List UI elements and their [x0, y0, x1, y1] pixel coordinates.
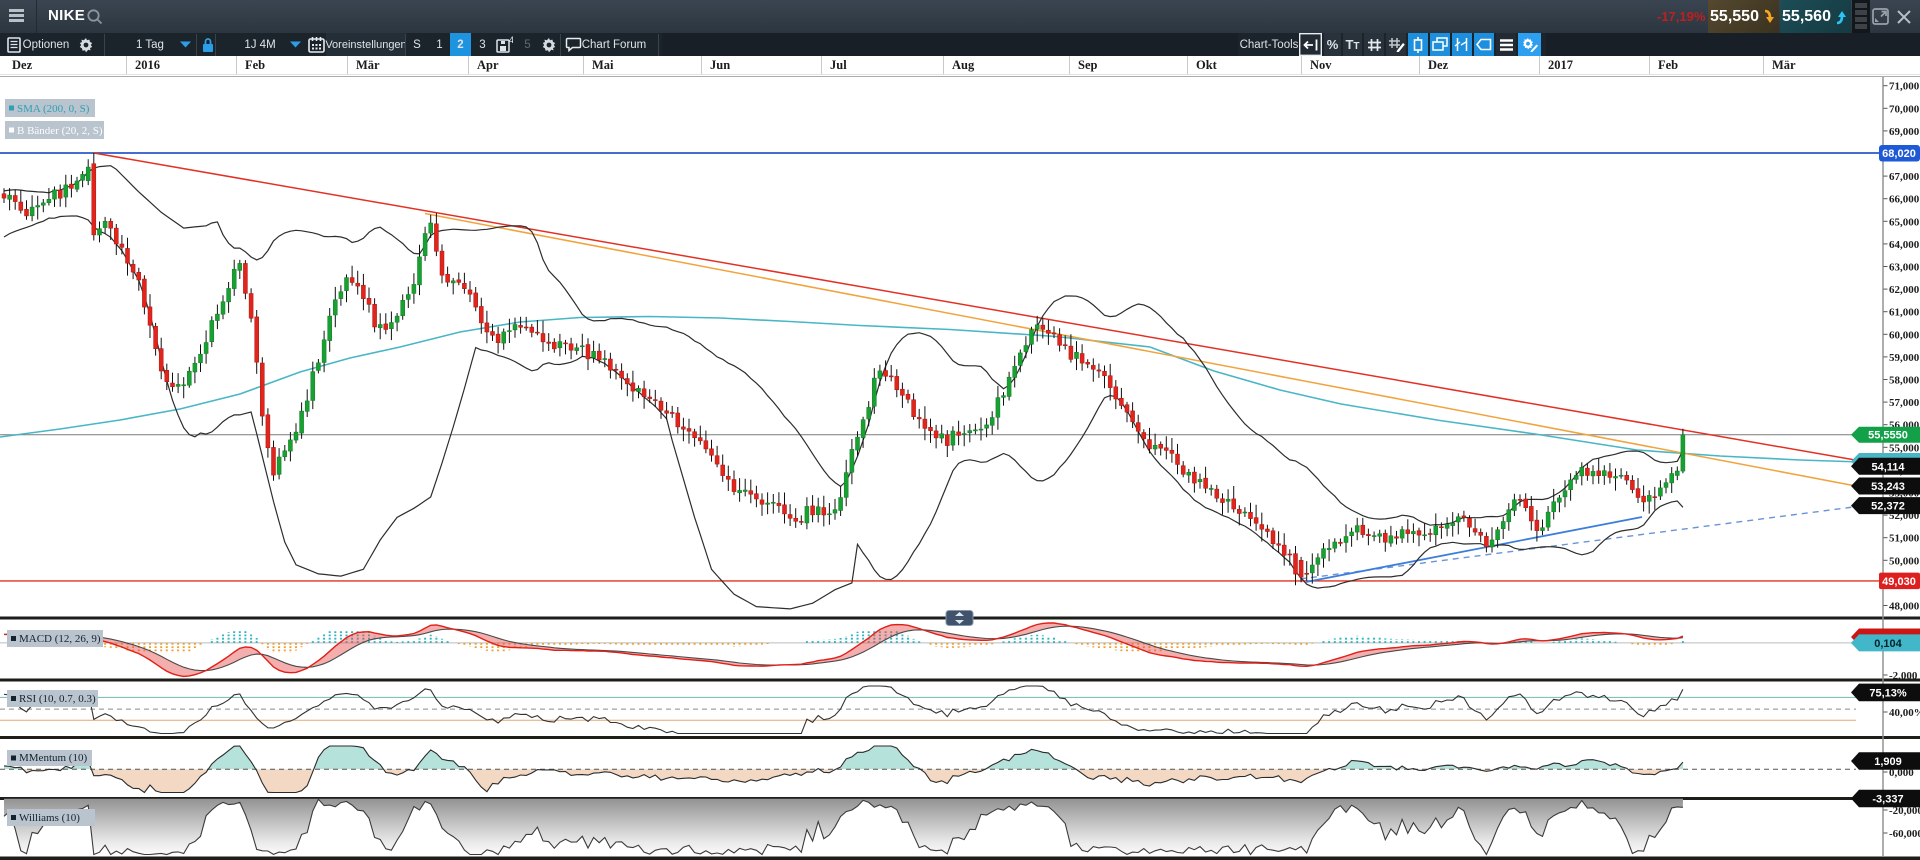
svg-text:66,000: 66,000	[1889, 194, 1920, 206]
svg-text:57,000: 57,000	[1889, 397, 1920, 409]
svg-text:52,372: 52,372	[1871, 501, 1905, 513]
svg-text:69,000: 69,000	[1889, 126, 1920, 138]
svg-text:60,000: 60,000	[1889, 329, 1920, 341]
svg-text:1,909: 1,909	[1874, 756, 1902, 768]
svg-text:RSI (10, 0.7, 0.3): RSI (10, 0.7, 0.3)	[19, 693, 96, 705]
svg-text:MMentum (10): MMentum (10)	[19, 752, 87, 764]
svg-text:55,5550: 55,5550	[1868, 430, 1908, 442]
svg-text:53,243: 53,243	[1871, 481, 1905, 493]
svg-text:0,000: 0,000	[1889, 767, 1914, 779]
svg-text:50,000: 50,000	[1889, 555, 1920, 567]
svg-text:63,000: 63,000	[1889, 262, 1920, 274]
svg-text:49,030: 49,030	[1882, 576, 1916, 588]
svg-text:61,000: 61,000	[1889, 307, 1920, 319]
svg-text:75,13%: 75,13%	[1869, 687, 1907, 699]
svg-text:4: 4	[509, 36, 513, 45]
svg-text:64,000: 64,000	[1889, 239, 1920, 251]
svg-text:B Bänder (20, 2, S): B Bänder (20, 2, S)	[17, 125, 103, 137]
svg-text:55,000: 55,000	[1889, 442, 1920, 454]
svg-text:-20,000: -20,000	[1889, 805, 1920, 817]
svg-text:0,104: 0,104	[1874, 638, 1902, 650]
svg-text:62,000: 62,000	[1889, 284, 1920, 296]
svg-text:59,000: 59,000	[1889, 352, 1920, 364]
svg-text:68,020: 68,020	[1882, 148, 1916, 160]
svg-text:-3,337: -3,337	[1872, 794, 1903, 806]
svg-text:48,000: 48,000	[1889, 601, 1920, 613]
svg-text:40,00%: 40,00%	[1889, 707, 1920, 719]
svg-text:65,000: 65,000	[1889, 216, 1920, 228]
svg-text:-60,000: -60,000	[1889, 828, 1920, 840]
svg-text:67,000: 67,000	[1889, 171, 1920, 183]
svg-text:54,114: 54,114	[1871, 461, 1905, 473]
svg-text:MACD (12, 26, 9): MACD (12, 26, 9)	[19, 633, 101, 645]
svg-text:Williams (10): Williams (10)	[19, 812, 80, 824]
svg-text:51,000: 51,000	[1889, 533, 1920, 545]
svg-text:71,000: 71,000	[1889, 81, 1920, 93]
svg-text:70,000: 70,000	[1889, 103, 1920, 115]
svg-text:58,000: 58,000	[1889, 375, 1920, 387]
svg-text:-2,000: -2,000	[1889, 670, 1918, 682]
svg-text:SMA (200, 0, S): SMA (200, 0, S)	[17, 103, 90, 115]
